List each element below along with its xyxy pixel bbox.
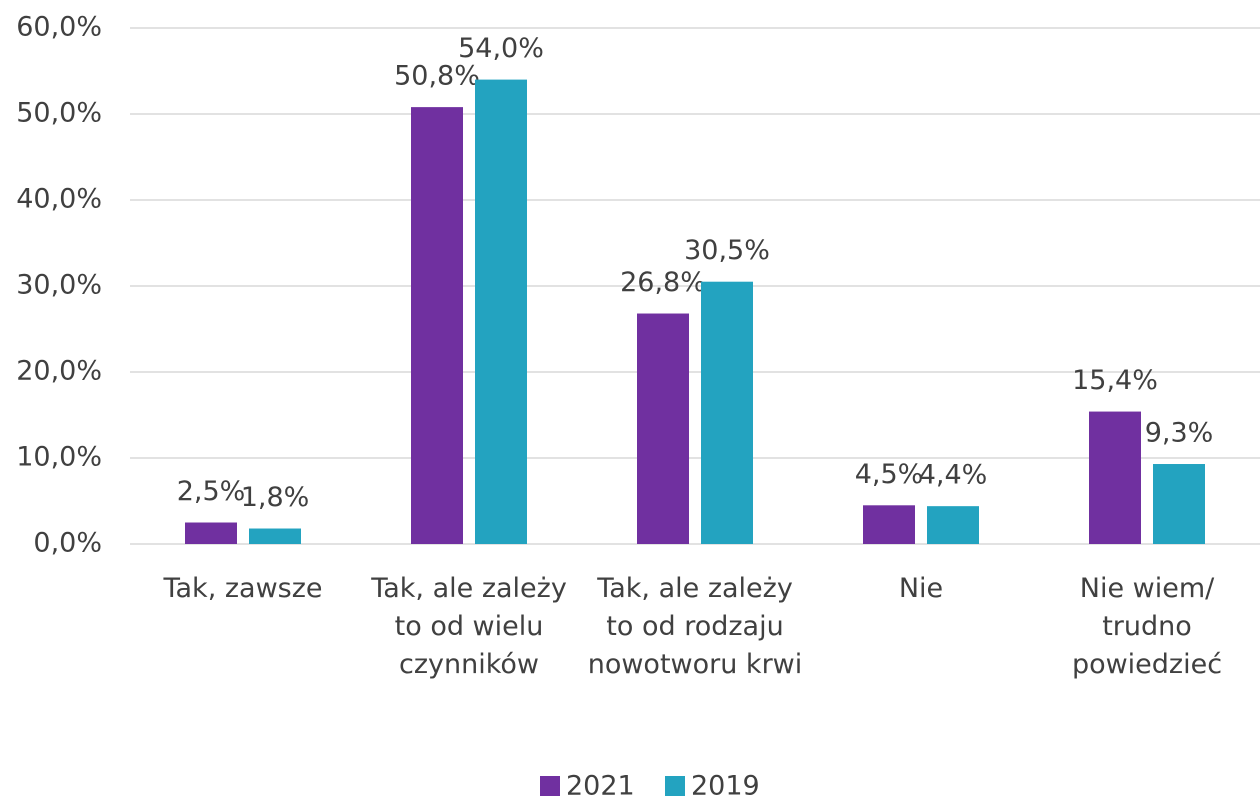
value-label: 30,5%	[684, 235, 770, 266]
x-tick-label: Nie	[898, 573, 944, 604]
x-tick-label: Tak, ale zależy to od wielu czynników	[371, 573, 567, 680]
bar	[701, 281, 753, 544]
x-tick-label: Nie wiem/ trudno powiedzieć	[1071, 573, 1223, 680]
bar	[185, 522, 237, 544]
value-label: 26,8%	[620, 267, 706, 298]
bar	[1153, 464, 1205, 544]
bar	[927, 506, 979, 544]
bar	[475, 79, 527, 544]
bar	[411, 107, 463, 545]
legend-swatch	[665, 776, 685, 796]
legend-label: 2021	[566, 771, 635, 798]
value-label: 4,5%	[855, 459, 924, 490]
bar	[637, 313, 689, 544]
value-label: 15,4%	[1072, 365, 1158, 396]
legend-label: 2019	[691, 771, 760, 798]
x-tick-label: Tak, ale zależy to od rodzaju nowotworu …	[587, 573, 803, 680]
y-tick-label: 40,0%	[16, 184, 102, 215]
bar	[1089, 411, 1141, 544]
legend-swatch	[540, 776, 560, 796]
value-label: 1,8%	[241, 482, 310, 513]
value-label: 9,3%	[1145, 418, 1214, 449]
value-label: 4,4%	[919, 460, 988, 491]
y-tick-label: 50,0%	[16, 98, 102, 129]
value-label: 50,8%	[394, 61, 480, 92]
y-tick-label: 60,0%	[16, 12, 102, 43]
y-tick-label: 10,0%	[16, 442, 102, 473]
bar	[863, 505, 915, 544]
y-tick-label: 20,0%	[16, 356, 102, 387]
x-tick-label: Tak, zawsze	[163, 573, 323, 604]
y-tick-label: 0,0%	[33, 528, 102, 559]
value-label: 2,5%	[177, 476, 246, 507]
bar	[249, 528, 301, 544]
y-tick-label: 30,0%	[16, 270, 102, 301]
value-label: 54,0%	[458, 33, 544, 64]
